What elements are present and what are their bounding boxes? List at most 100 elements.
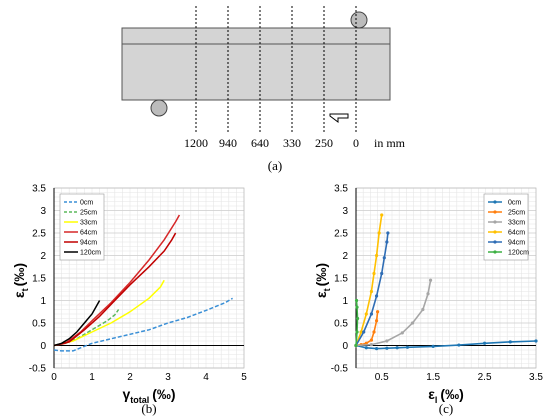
y-tick-label: 0.5	[32, 319, 46, 330]
y-axis-label: εt(‰)	[313, 263, 332, 298]
data-point-120cm	[355, 330, 359, 334]
legend-label: 64cm	[508, 230, 525, 237]
data-point-25cm	[374, 319, 379, 323]
data-point-120cm	[354, 343, 358, 348]
y-tick-label: 2.5	[32, 229, 46, 240]
data-point-94cm	[386, 231, 390, 235]
caption: (c)	[439, 401, 453, 416]
series-line-64cm	[355, 214, 383, 346]
position-label: 0	[353, 136, 359, 150]
data-point-0cm	[364, 346, 368, 350]
data-point-94cm	[385, 240, 389, 244]
data-point-0cm	[431, 344, 435, 348]
position-label: 940	[219, 136, 237, 150]
legend-label: 0cm	[80, 200, 93, 207]
data-point-33cm	[385, 339, 389, 343]
legend-label: 64cm	[80, 230, 97, 237]
y-tick-label: 2.5	[334, 229, 348, 240]
x-axis-label: γtotal (‰)	[122, 386, 175, 405]
data-point-33cm	[400, 331, 404, 335]
y-tick-label: 1.5	[334, 274, 348, 285]
data-point-64cm	[377, 231, 381, 235]
y-tick-label: 3	[342, 206, 348, 217]
legend-label: 94cm	[508, 240, 525, 247]
legend: 0cm 25cm 33cm 64cm 94cm 120cm	[483, 193, 529, 261]
data-point-94cm	[362, 330, 366, 334]
data-point-0cm	[374, 347, 379, 351]
series-line-94cm	[355, 232, 389, 346]
position-label: 640	[251, 136, 269, 150]
chart-b: -0.5 0 0.5 1 1.5 2 2.5 3 3.5 0 1 2 3 4 5 0cm 25cm 33cm 64c…	[11, 184, 247, 417]
data-point-25cm	[372, 330, 376, 334]
gauge-lines	[195, 6, 357, 134]
x-tick-label: 0.5	[375, 372, 389, 383]
legend-label: 120cm	[508, 250, 529, 257]
caption: (b)	[141, 401, 156, 416]
x-tick-label: 3.5	[529, 372, 543, 383]
data-point-33cm	[426, 292, 430, 296]
series-line-94cm	[53, 232, 177, 347]
y-tick-label: 1.5	[32, 274, 46, 285]
panel-a-beam-diagram: 1200 940 640 330 250 0 in mm (a)	[121, 6, 406, 173]
legend-box	[483, 193, 529, 261]
y-tick-label: 0.5	[334, 319, 348, 330]
y-tick-label: 2	[40, 251, 46, 262]
legend-marker	[493, 250, 497, 254]
position-label: 1200	[184, 136, 208, 150]
x-tick-label: 0	[51, 372, 57, 383]
data-point-25cm	[364, 341, 368, 345]
data-point-120cm	[355, 305, 359, 309]
legend-marker	[493, 230, 497, 234]
data-point-0cm	[534, 339, 538, 343]
data-point-120cm	[355, 316, 360, 321]
series-line-33cm	[355, 280, 432, 347]
beam-top-flange	[121, 27, 391, 45]
position-labels: 1200 940 640 330 250 0	[184, 136, 359, 150]
series-line-0cm	[53, 297, 233, 352]
data-point-94cm	[380, 271, 384, 276]
data-point-94cm	[382, 256, 386, 260]
legend-label: 33cm	[508, 220, 525, 227]
data-point-33cm	[421, 307, 425, 312]
data-point-120cm	[354, 298, 359, 303]
legend-marker	[493, 200, 497, 204]
series-line-33cm	[53, 279, 165, 347]
y-tick-label: 3	[40, 206, 46, 217]
position-label: 330	[283, 136, 301, 150]
series-line-120cm	[53, 300, 101, 347]
legend-label: 25cm	[80, 210, 97, 217]
data-point-0cm	[482, 341, 487, 345]
x-tick-label: 5	[241, 372, 247, 383]
y-tick-label: 0	[342, 341, 348, 352]
data-point-33cm	[410, 321, 415, 325]
y-axis-label: εt(‰)	[11, 263, 30, 298]
data-point-64cm	[372, 271, 376, 276]
y-tick-label: -0.5	[29, 364, 47, 375]
legend-label: 25cm	[508, 210, 525, 217]
beam-body	[121, 43, 391, 101]
y-tick-label: 1	[342, 296, 348, 307]
data-point-0cm	[405, 345, 410, 349]
x-tick-label: 2.5	[478, 372, 492, 383]
y-tick-label: 2	[342, 251, 348, 262]
legend-marker	[493, 220, 497, 224]
data-point-33cm	[428, 278, 433, 282]
legend-label: 120cm	[80, 250, 101, 257]
data-point-33cm	[369, 343, 374, 347]
legend-label: 33cm	[80, 220, 97, 227]
legend-marker	[493, 210, 497, 214]
top-roller-support-icon	[350, 11, 368, 29]
legend-marker	[493, 240, 497, 244]
x-tick-label: 1.5	[426, 372, 440, 383]
data-point-25cm	[376, 310, 380, 314]
unit-label: in mm	[374, 136, 406, 150]
bottom-roller-support-icon	[150, 99, 168, 117]
data-point-94cm	[369, 312, 374, 316]
legend-label: 94cm	[80, 240, 97, 247]
x-axis-label: εl (‰)	[428, 386, 464, 405]
data-point-64cm	[369, 289, 374, 294]
arrow-left-icon	[329, 113, 349, 123]
y-tick-label: 3.5	[334, 184, 348, 195]
y-tick-label: 0	[40, 341, 46, 352]
